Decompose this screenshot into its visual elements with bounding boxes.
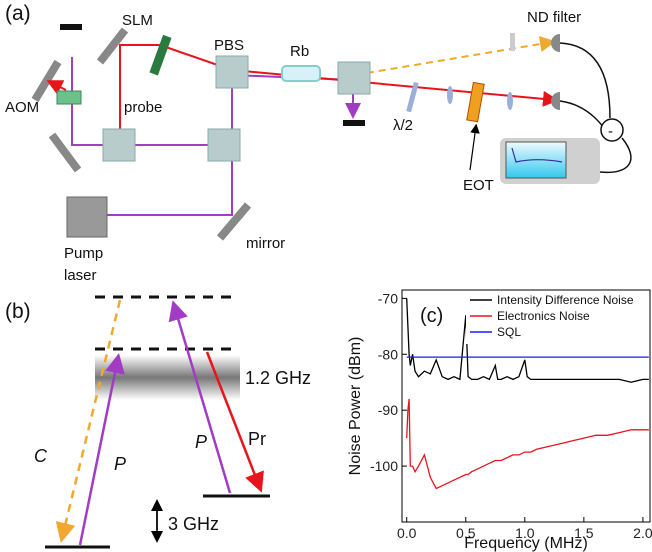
legend-label: Electronics Noise bbox=[497, 309, 590, 323]
lens bbox=[507, 92, 513, 110]
label: probe bbox=[124, 99, 162, 116]
y-tick-label: -80 bbox=[378, 346, 398, 362]
pump-laser-icon bbox=[67, 197, 107, 237]
aom-icon bbox=[57, 91, 81, 104]
panel-tag: (c) bbox=[420, 305, 443, 327]
conjugate-arrow bbox=[62, 300, 120, 538]
label: SLM bbox=[122, 12, 153, 29]
label: Pr bbox=[248, 429, 266, 449]
y-tick-label: -90 bbox=[378, 402, 398, 418]
eot-icon bbox=[467, 82, 484, 121]
x-tick-label: 2.0 bbox=[633, 525, 652, 541]
panel-tag: (b) bbox=[5, 300, 31, 323]
rb-cell bbox=[282, 66, 320, 81]
label: Pump bbox=[64, 245, 103, 262]
pbs-cube bbox=[103, 129, 135, 161]
level-diagram: (b) 1.2 GHz C P P Pr 3 GHz bbox=[5, 297, 311, 547]
y-tick-label: -100 bbox=[370, 458, 398, 474]
cable bbox=[600, 138, 631, 172]
detector bbox=[551, 92, 560, 110]
eot-pointer bbox=[470, 126, 476, 170]
label: EOT bbox=[463, 177, 494, 194]
detector bbox=[551, 34, 560, 52]
label: PBS bbox=[214, 37, 244, 54]
label: - bbox=[608, 123, 613, 140]
legend-label: SQL bbox=[497, 325, 521, 339]
beam-block bbox=[60, 24, 82, 30]
panel-tag: (a) bbox=[5, 2, 31, 25]
label: Rb bbox=[290, 43, 309, 60]
cable bbox=[560, 43, 610, 118]
y-axis-label: Noise Power (dBm) bbox=[347, 337, 364, 476]
series-line bbox=[407, 399, 649, 489]
label: 3 GHz bbox=[168, 514, 219, 534]
x-tick-label: 0.0 bbox=[397, 525, 417, 541]
setup-diagram: (a) SLM PBS Rb ND filter AOM probe λ/2 E… bbox=[5, 2, 631, 284]
noise-chart: Frequency (MHz) Noise Power (dBm) (c) 0.… bbox=[347, 290, 652, 552]
y-tick-label: -70 bbox=[378, 290, 398, 306]
label: 1.2 GHz bbox=[245, 368, 311, 388]
label: AOM bbox=[5, 99, 39, 116]
conjugate-beam bbox=[355, 42, 552, 75]
x-tick-label: 1.0 bbox=[515, 525, 535, 541]
figure: (a) SLM PBS Rb ND filter AOM probe λ/2 E… bbox=[0, 0, 652, 552]
probe-beam bbox=[120, 45, 555, 145]
x-tick-label: 0.5 bbox=[456, 525, 476, 541]
pbs-cube bbox=[338, 62, 370, 94]
mirror-icon bbox=[52, 135, 78, 170]
mirror-icon bbox=[35, 62, 58, 100]
lens bbox=[447, 86, 453, 104]
label: mirror bbox=[246, 235, 285, 252]
pbs-cube bbox=[208, 129, 240, 161]
mirror-icon bbox=[220, 205, 248, 238]
label: λ/2 bbox=[393, 117, 413, 134]
label: laser bbox=[64, 267, 97, 284]
label: P bbox=[195, 432, 207, 452]
pbs-cube bbox=[216, 56, 248, 88]
label: P bbox=[114, 454, 126, 474]
page: {"panel_a":{"tag":"(a)","slm":"SLM","pbs… bbox=[0, 0, 652, 552]
aom-arrow bbox=[50, 82, 66, 90]
label: C bbox=[34, 446, 48, 466]
nd-filter-icon bbox=[510, 33, 515, 51]
label: ND filter bbox=[527, 9, 581, 26]
legend-label: Intensity Difference Noise bbox=[497, 293, 634, 307]
slm-icon bbox=[149, 35, 171, 76]
beam-block bbox=[343, 120, 365, 126]
x-tick-label: 1.5 bbox=[574, 525, 594, 541]
